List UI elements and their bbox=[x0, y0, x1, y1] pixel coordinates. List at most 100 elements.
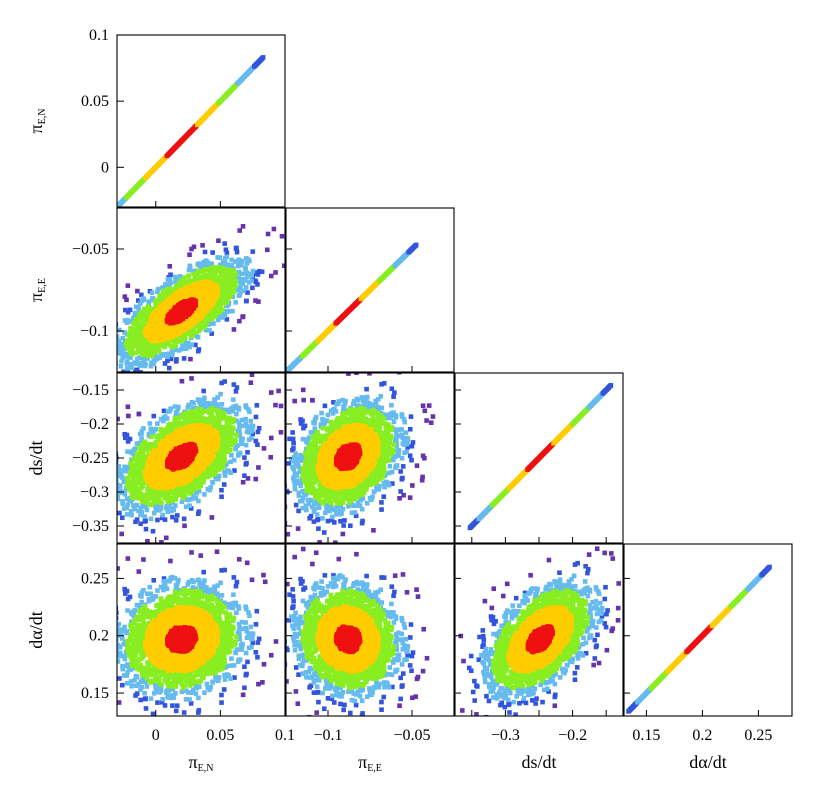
sample-point bbox=[137, 322, 142, 327]
diag-point bbox=[102, 218, 106, 222]
sample-point bbox=[115, 417, 120, 422]
sample-point bbox=[222, 379, 227, 384]
sample-point bbox=[135, 336, 140, 341]
sample-point bbox=[241, 480, 246, 485]
sample-point bbox=[197, 263, 202, 268]
sample-point bbox=[222, 432, 227, 437]
sample-point bbox=[200, 270, 205, 275]
sample-point bbox=[133, 446, 138, 451]
sample-point bbox=[222, 482, 227, 487]
sample-point bbox=[151, 379, 156, 384]
sample-point bbox=[225, 262, 230, 267]
sample-point bbox=[233, 259, 238, 264]
sample-point bbox=[155, 312, 160, 317]
sample-point bbox=[256, 430, 261, 435]
sample-point bbox=[210, 321, 215, 326]
diag-point bbox=[106, 214, 110, 218]
sample-point bbox=[244, 443, 249, 448]
sample-point bbox=[136, 305, 141, 310]
sample-point bbox=[196, 270, 201, 275]
sample-point bbox=[215, 395, 220, 400]
sample-point bbox=[148, 324, 153, 329]
diag-point bbox=[280, 374, 284, 378]
points-1-1 bbox=[278, 243, 418, 380]
diag-point bbox=[111, 209, 115, 213]
sample-point bbox=[161, 301, 166, 306]
diag-point bbox=[100, 220, 104, 224]
sample-point bbox=[233, 300, 238, 305]
sample-point bbox=[81, 359, 86, 364]
sample-point bbox=[77, 365, 82, 370]
sample-point bbox=[176, 405, 181, 410]
sample-point bbox=[126, 404, 131, 409]
diag-point bbox=[279, 375, 283, 379]
sample-point bbox=[176, 305, 180, 309]
sample-point bbox=[160, 513, 165, 518]
sample-point bbox=[120, 499, 125, 504]
sample-point bbox=[164, 381, 169, 386]
sample-point bbox=[154, 300, 159, 305]
sample-point bbox=[118, 384, 123, 389]
sample-point bbox=[149, 338, 154, 343]
sample-point bbox=[224, 449, 229, 454]
sample-point bbox=[144, 448, 149, 453]
sample-point bbox=[140, 480, 145, 485]
sample-point bbox=[213, 408, 218, 413]
sample-point bbox=[183, 324, 188, 329]
sample-point bbox=[206, 470, 211, 475]
sample-point bbox=[227, 434, 232, 439]
sample-point bbox=[120, 351, 125, 356]
sample-point bbox=[157, 349, 162, 354]
sample-point bbox=[135, 289, 140, 294]
sample-point bbox=[190, 400, 195, 405]
sample-point bbox=[100, 341, 105, 346]
sample-point bbox=[169, 496, 174, 501]
sample-point bbox=[158, 322, 163, 327]
sample-point bbox=[153, 326, 158, 331]
sample-point bbox=[202, 419, 207, 424]
y-tick-label: 0.1 bbox=[89, 27, 109, 44]
sample-point bbox=[245, 275, 250, 280]
sample-point bbox=[173, 497, 178, 502]
diag-point bbox=[101, 219, 105, 223]
sample-point bbox=[167, 423, 172, 428]
sample-point bbox=[279, 430, 284, 435]
sample-point bbox=[210, 250, 215, 255]
diag-point bbox=[103, 216, 107, 220]
sample-point bbox=[208, 415, 213, 420]
sample-point bbox=[120, 515, 125, 520]
sample-point bbox=[186, 410, 191, 415]
sample-point bbox=[225, 424, 230, 429]
sample-point bbox=[182, 356, 187, 361]
sample-point bbox=[136, 460, 141, 465]
sample-point bbox=[142, 375, 147, 380]
sample-point bbox=[147, 496, 152, 501]
sample-point bbox=[126, 310, 131, 315]
diag-point bbox=[109, 211, 113, 215]
sample-point bbox=[108, 475, 113, 480]
sample-point bbox=[239, 282, 244, 287]
sample-point bbox=[237, 228, 242, 233]
sample-point bbox=[254, 280, 259, 285]
sample-point bbox=[225, 468, 230, 473]
sample-point bbox=[222, 299, 227, 304]
sample-point bbox=[125, 433, 130, 438]
sample-point bbox=[229, 453, 234, 458]
sample-point bbox=[226, 274, 231, 279]
diag-point bbox=[107, 213, 111, 217]
sample-point bbox=[75, 512, 80, 517]
sample-point bbox=[192, 245, 197, 250]
sample-point bbox=[207, 328, 212, 333]
sample-point bbox=[199, 306, 204, 311]
sample-point bbox=[125, 318, 130, 323]
sample-point bbox=[176, 486, 181, 491]
sample-point bbox=[165, 416, 170, 421]
sample-point bbox=[114, 349, 119, 354]
sample-point bbox=[223, 289, 228, 294]
sample-point bbox=[209, 282, 214, 287]
sample-point bbox=[174, 518, 179, 523]
sample-point bbox=[107, 364, 112, 369]
sample-point bbox=[196, 349, 201, 354]
sample-point bbox=[102, 507, 107, 512]
